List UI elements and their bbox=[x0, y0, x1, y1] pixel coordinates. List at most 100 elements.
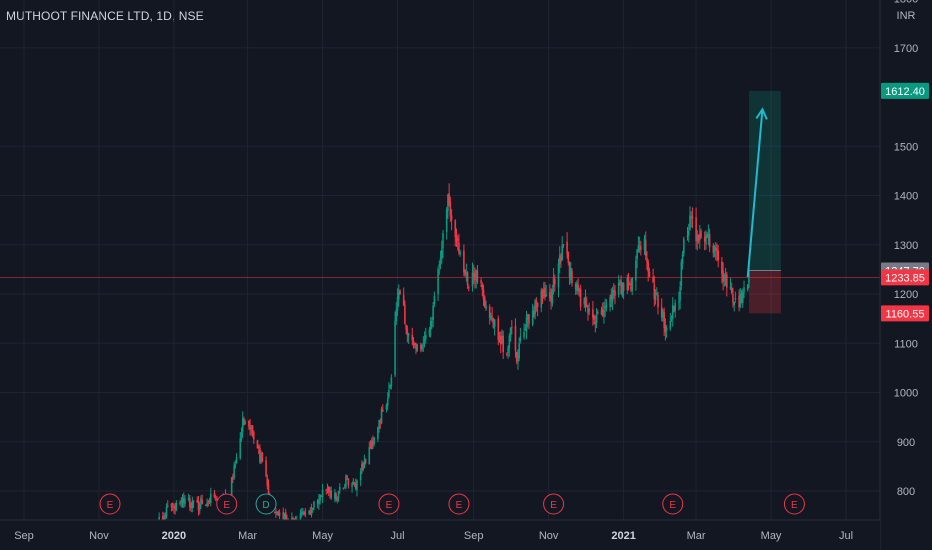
candle bbox=[344, 487, 346, 488]
candle bbox=[241, 433, 243, 440]
candle bbox=[356, 480, 358, 490]
candle bbox=[558, 264, 560, 288]
candle bbox=[518, 343, 520, 358]
candle bbox=[416, 344, 418, 351]
candle bbox=[391, 377, 393, 386]
candle bbox=[388, 390, 390, 397]
event-label: E bbox=[107, 500, 114, 511]
candle bbox=[360, 471, 362, 480]
candle bbox=[635, 260, 637, 280]
x-tick-label: Nov bbox=[539, 530, 559, 542]
candle bbox=[700, 231, 702, 238]
candle bbox=[506, 354, 508, 355]
candle bbox=[437, 269, 439, 294]
candle bbox=[681, 262, 683, 286]
earnings-marker[interactable]: E bbox=[544, 494, 564, 514]
candle bbox=[414, 343, 416, 345]
candle bbox=[193, 501, 195, 502]
candle bbox=[451, 216, 453, 220]
candle bbox=[628, 277, 630, 281]
earnings-marker[interactable]: E bbox=[784, 494, 804, 514]
candle bbox=[629, 284, 631, 285]
candle bbox=[536, 300, 538, 302]
y-tick-label: 900 bbox=[897, 437, 915, 449]
candle bbox=[167, 506, 169, 507]
price-badge-label: 1160.55 bbox=[886, 308, 925, 320]
x-tick-label: Jul bbox=[390, 530, 404, 542]
candle bbox=[561, 246, 563, 261]
candle bbox=[631, 278, 633, 291]
candle bbox=[480, 280, 482, 283]
candle bbox=[424, 339, 426, 341]
candle bbox=[502, 336, 504, 352]
earnings-marker[interactable]: E bbox=[379, 494, 399, 514]
candle bbox=[612, 293, 614, 302]
candle bbox=[265, 460, 267, 476]
candle bbox=[528, 314, 530, 323]
candle bbox=[510, 328, 512, 338]
candle bbox=[678, 301, 680, 302]
candle bbox=[724, 275, 726, 280]
candle bbox=[244, 421, 246, 423]
candle bbox=[663, 312, 665, 328]
candle bbox=[425, 335, 427, 339]
candle bbox=[580, 289, 582, 307]
candle bbox=[421, 345, 423, 349]
dividend-marker[interactable]: D bbox=[256, 494, 276, 514]
candle bbox=[404, 305, 406, 325]
price-badge: 1160.55 bbox=[881, 305, 929, 321]
x-tick-label: Mar bbox=[687, 530, 706, 542]
event-label: E bbox=[550, 500, 557, 511]
candle bbox=[458, 243, 460, 254]
candle bbox=[429, 329, 431, 335]
candle bbox=[490, 315, 492, 320]
candle bbox=[647, 262, 649, 272]
earnings-marker[interactable]: E bbox=[663, 494, 683, 514]
candle bbox=[552, 289, 554, 303]
candle bbox=[491, 316, 493, 317]
candle bbox=[431, 321, 433, 322]
candle bbox=[313, 502, 315, 508]
candle bbox=[239, 438, 241, 458]
candle bbox=[649, 272, 651, 277]
earnings-marker[interactable]: E bbox=[449, 494, 469, 514]
candle bbox=[405, 325, 407, 329]
x-tick-label: Jul bbox=[839, 530, 853, 542]
event-label: E bbox=[456, 500, 463, 511]
x-tick-label: Sep bbox=[14, 530, 34, 542]
x-tick-label: 2020 bbox=[162, 530, 186, 542]
x-tick-label: Nov bbox=[89, 530, 109, 542]
candle bbox=[365, 459, 367, 464]
candle bbox=[233, 466, 235, 478]
candle bbox=[537, 303, 539, 307]
candle bbox=[439, 264, 441, 267]
candle bbox=[184, 499, 186, 504]
candle bbox=[285, 512, 287, 519]
y-tick-label: 1400 bbox=[894, 191, 918, 203]
x-tick-label: Sep bbox=[464, 530, 484, 542]
candle bbox=[199, 504, 201, 511]
x-tick-label: May bbox=[761, 530, 782, 542]
candle bbox=[742, 292, 744, 303]
candle bbox=[166, 507, 168, 516]
candle bbox=[463, 251, 465, 273]
earnings-marker[interactable]: E bbox=[100, 494, 120, 514]
stop-zone bbox=[749, 271, 781, 314]
candle bbox=[606, 305, 608, 307]
y-tick-label: 1800 bbox=[894, 0, 918, 6]
candle bbox=[262, 453, 264, 461]
earnings-marker[interactable]: E bbox=[217, 494, 237, 514]
candle bbox=[733, 302, 735, 305]
candle bbox=[408, 333, 410, 335]
candle bbox=[305, 513, 307, 514]
candle bbox=[679, 287, 681, 301]
candle bbox=[726, 274, 728, 287]
candle bbox=[312, 508, 314, 510]
candle bbox=[446, 209, 448, 231]
candle bbox=[688, 231, 690, 236]
candle bbox=[248, 420, 250, 425]
candle bbox=[459, 253, 461, 254]
candle bbox=[457, 239, 459, 241]
